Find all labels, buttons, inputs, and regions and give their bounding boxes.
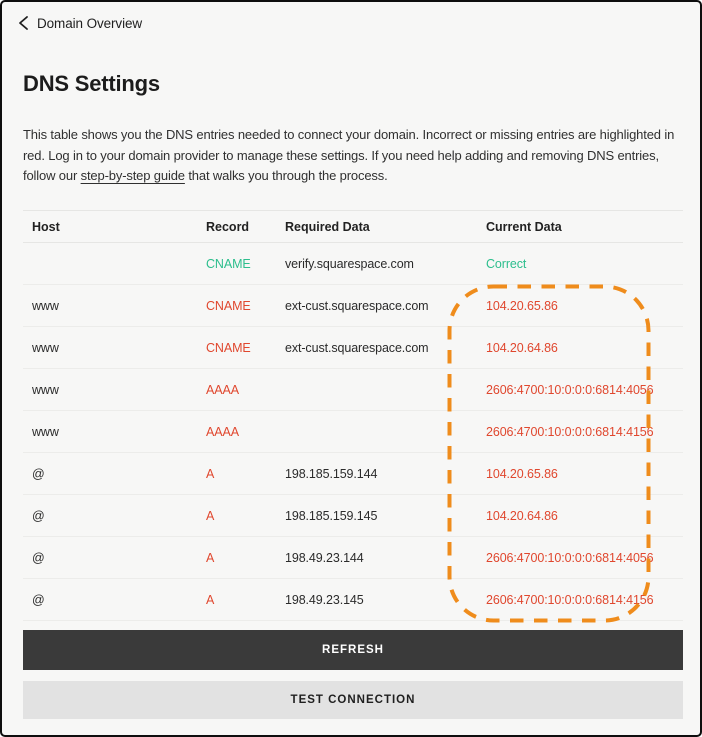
host-cell: @ [32, 466, 45, 481]
table-row: @ A 198.49.23.145 2606:4700:10:0:0:0:681… [23, 579, 683, 621]
dns-table: Host Record Required Data Current Data C… [23, 210, 683, 621]
record-cell: A [206, 466, 215, 481]
record-cell: CNAME [206, 256, 251, 271]
host-cell: www [32, 340, 59, 355]
required-data-cell: verify.squarespace.com [285, 256, 414, 271]
record-cell: A [206, 592, 215, 607]
current-data-cell: 104.20.65.86 [486, 466, 558, 481]
current-data-cell: 2606:4700:10:0:0:0:6814:4056 [486, 382, 654, 397]
current-data-cell: 104.20.65.86 [486, 298, 558, 313]
required-data-cell: 198.49.23.145 [285, 592, 364, 607]
current-data-cell: 2606:4700:10:0:0:0:6814:4156 [486, 592, 654, 607]
chevron-left-icon [19, 16, 28, 30]
required-data-cell: ext-cust.squarespace.com [285, 340, 429, 355]
refresh-button[interactable]: REFRESH [23, 630, 683, 670]
required-data-cell: ext-cust.squarespace.com [285, 298, 429, 313]
intro-text-before: This table shows you the DNS entries nee… [23, 127, 675, 183]
table-row: @ A 198.185.159.144 104.20.65.86 [23, 453, 683, 495]
table-row: CNAME verify.squarespace.com Correct [23, 243, 683, 285]
column-header-current-data: Current Data [486, 219, 562, 234]
required-data-cell: 198.185.159.145 [285, 508, 378, 523]
host-cell: @ [32, 592, 45, 607]
table-row: www CNAME ext-cust.squarespace.com 104.2… [23, 327, 683, 369]
step-by-step-guide-link[interactable]: step-by-step guide [80, 168, 185, 183]
current-data-cell: 2606:4700:10:0:0:0:6814:4156 [486, 424, 654, 439]
current-data-cell: 104.20.64.86 [486, 340, 558, 355]
record-cell: A [206, 508, 215, 523]
current-data-cell: 104.20.64.86 [486, 508, 558, 523]
record-cell: CNAME [206, 340, 251, 355]
record-cell: CNAME [206, 298, 251, 313]
record-cell: A [206, 550, 215, 565]
table-row: www AAAA 2606:4700:10:0:0:0:6814:4056 [23, 369, 683, 411]
table-row: www AAAA 2606:4700:10:0:0:0:6814:4156 [23, 411, 683, 453]
required-data-cell: 198.185.159.144 [285, 466, 378, 481]
intro-text: This table shows you the DNS entries nee… [23, 125, 687, 187]
host-cell: @ [32, 550, 45, 565]
back-link-label: Domain Overview [37, 15, 143, 31]
intro-text-after: that walks you through the process. [184, 168, 388, 183]
host-cell: @ [32, 508, 45, 523]
column-header-required-data: Required Data [285, 219, 370, 234]
current-data-cell: 2606:4700:10:0:0:0:6814:4056 [486, 550, 654, 565]
host-cell: www [32, 382, 59, 397]
record-cell: AAAA [206, 382, 239, 397]
test-connection-button[interactable]: TEST CONNECTION [23, 681, 683, 719]
column-header-record: Record [206, 219, 250, 234]
page-title: DNS Settings [23, 71, 160, 96]
record-cell: AAAA [206, 424, 239, 439]
host-cell: www [32, 298, 59, 313]
current-data-cell: Correct [486, 256, 527, 271]
table-row: @ A 198.49.23.144 2606:4700:10:0:0:0:681… [23, 537, 683, 579]
required-data-cell: 198.49.23.144 [285, 550, 364, 565]
table-header-row: Host Record Required Data Current Data [23, 210, 683, 243]
host-cell: www [32, 424, 59, 439]
column-header-host: Host [32, 219, 60, 234]
back-to-domain-overview[interactable]: Domain Overview [17, 15, 142, 31]
table-row: www CNAME ext-cust.squarespace.com 104.2… [23, 285, 683, 327]
table-row: @ A 198.185.159.145 104.20.64.86 [23, 495, 683, 537]
